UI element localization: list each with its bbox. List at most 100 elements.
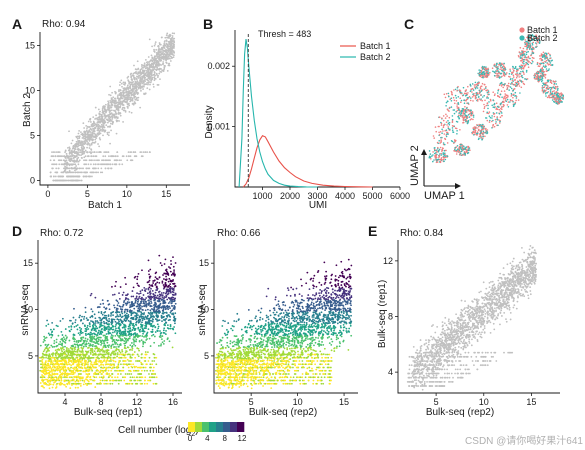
umap-point: [528, 60, 530, 63]
scatter-point: [151, 56, 154, 59]
scatter-point: [117, 382, 120, 385]
umap-point: [445, 101, 448, 104]
umap-point: [531, 44, 534, 46]
umap-point: [478, 137, 480, 140]
scatter-point: [170, 55, 172, 58]
scatter-point: [111, 115, 113, 118]
umap-point: [454, 102, 456, 105]
scatter-point: [115, 120, 118, 123]
umap-point: [458, 148, 461, 150]
umap-point: [517, 80, 520, 83]
umap-point: [489, 119, 491, 122]
umap-point: [541, 77, 544, 79]
umap-point: [455, 97, 458, 99]
umap-point: [528, 46, 530, 49]
scatter-point: [153, 356, 156, 359]
scatter-point: [135, 71, 137, 73]
x-tick-label: 5: [85, 189, 90, 199]
scatter-point: [168, 64, 171, 67]
scatter-point: [103, 159, 105, 162]
scatter-point: [86, 151, 89, 154]
scatter-point: [135, 376, 138, 379]
scatter-point: [99, 379, 102, 382]
umap-point: [525, 43, 528, 46]
scatter-point: [108, 117, 111, 120]
umap-point: [514, 95, 516, 97]
umap-point: [471, 132, 474, 135]
scatter-point: [92, 167, 95, 170]
umap-point: [462, 94, 465, 96]
scatter-point: [68, 175, 71, 178]
umap-point: [463, 99, 465, 101]
scatter-point: [68, 130, 70, 133]
scatter-point: [81, 137, 84, 139]
scatter-point: [55, 171, 58, 174]
scatter-point: [125, 304, 128, 306]
umap-point: [555, 86, 557, 88]
umap-point: [471, 114, 473, 117]
umap-point: [485, 85, 487, 88]
umap-point: [460, 101, 462, 103]
umap-point: [432, 135, 435, 137]
umap-point: [483, 70, 485, 73]
scatter-point: [116, 151, 119, 154]
scatter-point: [108, 379, 111, 382]
scatter-point: [104, 159, 107, 162]
umap-point: [516, 85, 518, 87]
umap-point: [485, 68, 487, 70]
scatter-point: [113, 159, 116, 162]
scatter-point: [92, 171, 95, 174]
scatter-point: [113, 331, 116, 333]
umap-point: [472, 116, 475, 118]
scatter-point: [153, 376, 156, 379]
umap-point: [512, 76, 515, 78]
scatter-point: [47, 332, 50, 335]
scatter-point: [76, 179, 78, 182]
umap-point: [480, 124, 482, 126]
umap-point: [454, 127, 457, 129]
y-tick-label: 0: [30, 176, 35, 186]
scatter-point: [170, 48, 172, 51]
scatter-point: [154, 74, 156, 77]
umap-point: [462, 86, 465, 89]
scatter-point: [123, 376, 126, 379]
panel-c-points: [428, 34, 565, 164]
scatter-point: [149, 83, 151, 86]
scatter-point: [117, 356, 120, 359]
umap-point: [526, 56, 528, 59]
scatter-point: [69, 171, 72, 174]
scatter-point: [154, 41, 157, 44]
umap-point: [512, 89, 514, 92]
umap-point: [487, 107, 489, 110]
umap-point: [544, 52, 546, 54]
umap-point: [451, 92, 453, 94]
umap-point: [467, 145, 470, 148]
umap-point: [522, 59, 525, 61]
umap-point: [540, 57, 542, 60]
umap-point: [480, 94, 482, 96]
umap-point: [466, 122, 469, 124]
scatter-point: [147, 83, 149, 86]
umap-point: [435, 130, 438, 133]
umap-point: [488, 115, 491, 117]
umap-point: [493, 113, 495, 115]
scatter-point: [118, 292, 120, 295]
scatter-point: [76, 137, 79, 140]
umap-point: [496, 62, 498, 65]
umap-point: [444, 155, 447, 157]
umap-point: [489, 71, 491, 74]
umap-point: [545, 68, 548, 70]
scatter-point: [133, 86, 136, 88]
umap-point: [496, 69, 499, 72]
scatter-point: [174, 312, 177, 315]
scatter-point: [152, 83, 155, 86]
scatter-point: [46, 369, 49, 372]
scatter-point: [133, 77, 136, 80]
scatter-point: [120, 379, 123, 382]
umap-point: [433, 147, 436, 149]
umap-point: [456, 109, 459, 112]
legend-dot-batch2: [519, 35, 525, 41]
scatter-point: [104, 117, 106, 120]
umap-point: [542, 61, 544, 64]
scatter-point: [139, 379, 142, 382]
